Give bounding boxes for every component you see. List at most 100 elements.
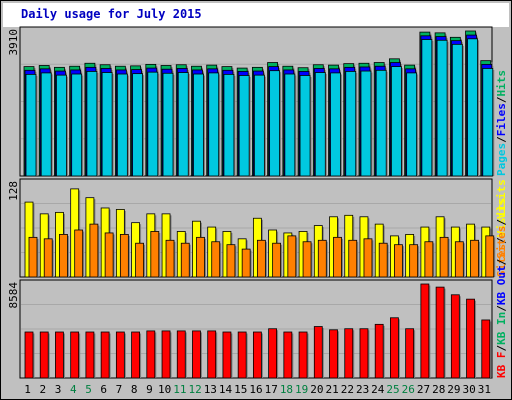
pages-bar-day-12 bbox=[193, 73, 204, 177]
x-tick-label-day-28: 28 bbox=[432, 383, 445, 396]
axis-max-label-visits: 128 bbox=[7, 181, 20, 201]
x-tick-label-day-1: 1 bbox=[24, 383, 31, 396]
legend-separator: / bbox=[495, 219, 508, 226]
kbf-bar-day-2 bbox=[39, 331, 49, 379]
pages-bar-day-5 bbox=[86, 71, 98, 177]
sites-bar-day-5 bbox=[89, 223, 99, 278]
x-tick-label-day-14: 14 bbox=[219, 383, 233, 396]
x-tick-label-day-27: 27 bbox=[417, 383, 430, 396]
x-tick-label-day-6: 6 bbox=[100, 383, 107, 396]
sites-bar-day-23 bbox=[363, 238, 373, 278]
x-tick-label-day-15: 15 bbox=[234, 383, 247, 396]
pages-bar-day-15 bbox=[238, 75, 250, 177]
sites-bar-day-8 bbox=[135, 242, 144, 278]
kbf-bar-day-21 bbox=[329, 329, 338, 379]
legend-entry-files: Files bbox=[495, 103, 508, 136]
sites-bar-day-9 bbox=[150, 231, 160, 278]
kbf-bar-day-10 bbox=[161, 330, 171, 379]
pages-bar-day-21 bbox=[330, 72, 341, 177]
pages-bar-day-8 bbox=[132, 73, 143, 177]
kbf-bar-day-13 bbox=[207, 330, 217, 379]
x-tick-label-day-17: 17 bbox=[265, 383, 278, 396]
x-tick-label-day-3: 3 bbox=[55, 383, 62, 396]
kbf-bar-day-9 bbox=[146, 330, 156, 379]
axis-max-label-hits: 3910 bbox=[7, 29, 20, 56]
pages-bar-day-10 bbox=[162, 72, 174, 177]
kbf-bar-day-25 bbox=[390, 317, 399, 379]
legend-entry-kb-out: KB Out bbox=[495, 265, 508, 305]
sites-bar-day-3 bbox=[59, 234, 68, 278]
pages-bar-day-4 bbox=[71, 73, 83, 177]
x-tick-label-day-2: 2 bbox=[40, 383, 47, 396]
kbf-bar-day-30 bbox=[466, 298, 475, 379]
legend-entry-pages: Pages bbox=[495, 143, 508, 176]
sites-bar-day-29 bbox=[454, 241, 464, 278]
sites-bar-day-16 bbox=[256, 239, 266, 278]
sites-bar-day-10 bbox=[165, 239, 175, 278]
sites-bar-day-26 bbox=[409, 244, 419, 278]
kbf-bar-day-29 bbox=[450, 294, 460, 379]
kbf-bar-day-4 bbox=[70, 331, 80, 379]
sites-bar-day-11 bbox=[180, 242, 190, 278]
sites-bar-day-17 bbox=[272, 242, 282, 278]
sites-bar-day-15 bbox=[241, 248, 251, 278]
chart-title: Daily usage for July 2015 bbox=[21, 7, 202, 21]
x-tick-label-day-29: 29 bbox=[447, 383, 460, 396]
pages-bar-day-7 bbox=[116, 73, 128, 177]
pages-bar-day-9 bbox=[147, 71, 159, 177]
kbf-bar-day-31 bbox=[481, 319, 491, 379]
pages-bar-day-3 bbox=[56, 74, 67, 177]
kbf-bar-day-28 bbox=[435, 286, 445, 379]
kbf-bar-day-7 bbox=[115, 331, 125, 379]
sites-bar-day-12 bbox=[196, 236, 205, 278]
pages-bar-day-27 bbox=[421, 39, 433, 177]
x-tick-label-day-23: 23 bbox=[356, 383, 369, 396]
x-tick-label-day-4: 4 bbox=[70, 383, 77, 396]
title-bar: Daily usage for July 2015 bbox=[3, 3, 509, 27]
pages-bar-day-17 bbox=[269, 70, 281, 177]
pages-bar-day-19 bbox=[299, 75, 311, 177]
x-tick-label-day-11: 11 bbox=[173, 383, 186, 396]
legend-entry-sites: Sites bbox=[495, 226, 508, 259]
pages-bar-day-11 bbox=[177, 72, 189, 177]
kbf-bar-day-16 bbox=[252, 331, 262, 379]
pages-bar-day-18 bbox=[284, 73, 296, 177]
x-tick-label-day-7: 7 bbox=[116, 383, 123, 396]
kbf-bar-day-14 bbox=[222, 331, 232, 379]
pages-bar-day-30 bbox=[467, 38, 478, 177]
sites-bar-day-6 bbox=[104, 232, 114, 278]
sites-bar-day-19 bbox=[302, 241, 312, 278]
legend-entry-hits: Hits bbox=[495, 70, 508, 97]
kbf-bar-day-3 bbox=[55, 331, 64, 379]
x-tick-label-day-13: 13 bbox=[204, 383, 217, 396]
pages-bar-day-24 bbox=[375, 69, 387, 177]
kbf-bar-day-1 bbox=[24, 331, 34, 379]
sites-bar-day-1 bbox=[28, 236, 38, 278]
legend-separator: / bbox=[495, 345, 508, 352]
x-tick-label-day-19: 19 bbox=[295, 383, 308, 396]
x-tick-label-day-20: 20 bbox=[310, 383, 323, 396]
sites-bar-day-24 bbox=[378, 242, 388, 278]
x-tick-label-day-30: 30 bbox=[463, 383, 476, 396]
x-tick-label-day-31: 31 bbox=[478, 383, 491, 396]
pages-bar-day-2 bbox=[40, 72, 52, 177]
sites-bar-day-4 bbox=[74, 229, 84, 278]
x-tick-label-day-26: 26 bbox=[402, 383, 415, 396]
x-tick-label-day-25: 25 bbox=[386, 383, 399, 396]
sites-bar-day-20 bbox=[317, 239, 327, 278]
kbf-bar-day-6 bbox=[100, 331, 110, 379]
kbf-bar-day-12 bbox=[192, 330, 201, 379]
kbf-bar-day-5 bbox=[85, 331, 95, 379]
x-tick-label-day-10: 10 bbox=[158, 383, 171, 396]
x-tick-label-day-12: 12 bbox=[188, 383, 201, 396]
legend-entry-visits: Visits bbox=[495, 198, 508, 238]
legend-separator: / bbox=[495, 258, 508, 265]
legend-separator: / bbox=[495, 96, 508, 103]
kbf-bar-day-26 bbox=[405, 328, 415, 379]
kbf-bar-day-20 bbox=[313, 326, 323, 379]
sites-bar-day-7 bbox=[119, 234, 129, 278]
kbf-bar-day-27 bbox=[420, 283, 430, 379]
sites-bar-day-31 bbox=[485, 235, 495, 278]
pages-bar-day-14 bbox=[223, 73, 235, 177]
pages-bar-day-26 bbox=[406, 72, 418, 177]
